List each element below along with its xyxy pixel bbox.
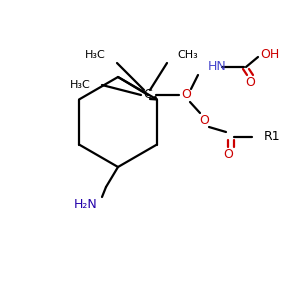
Text: R1: R1	[264, 130, 280, 143]
Text: OH: OH	[260, 49, 279, 62]
Text: CH₃: CH₃	[178, 50, 198, 60]
Text: H₃C: H₃C	[70, 80, 90, 90]
Text: •: •	[152, 93, 158, 103]
Text: H₂N: H₂N	[74, 199, 98, 212]
Text: H₃C: H₃C	[85, 50, 105, 60]
Text: O: O	[223, 148, 233, 161]
Text: O: O	[181, 88, 191, 101]
Text: HN: HN	[208, 61, 227, 74]
Text: O: O	[245, 76, 255, 89]
Text: O: O	[199, 115, 209, 128]
Text: C: C	[144, 88, 152, 101]
